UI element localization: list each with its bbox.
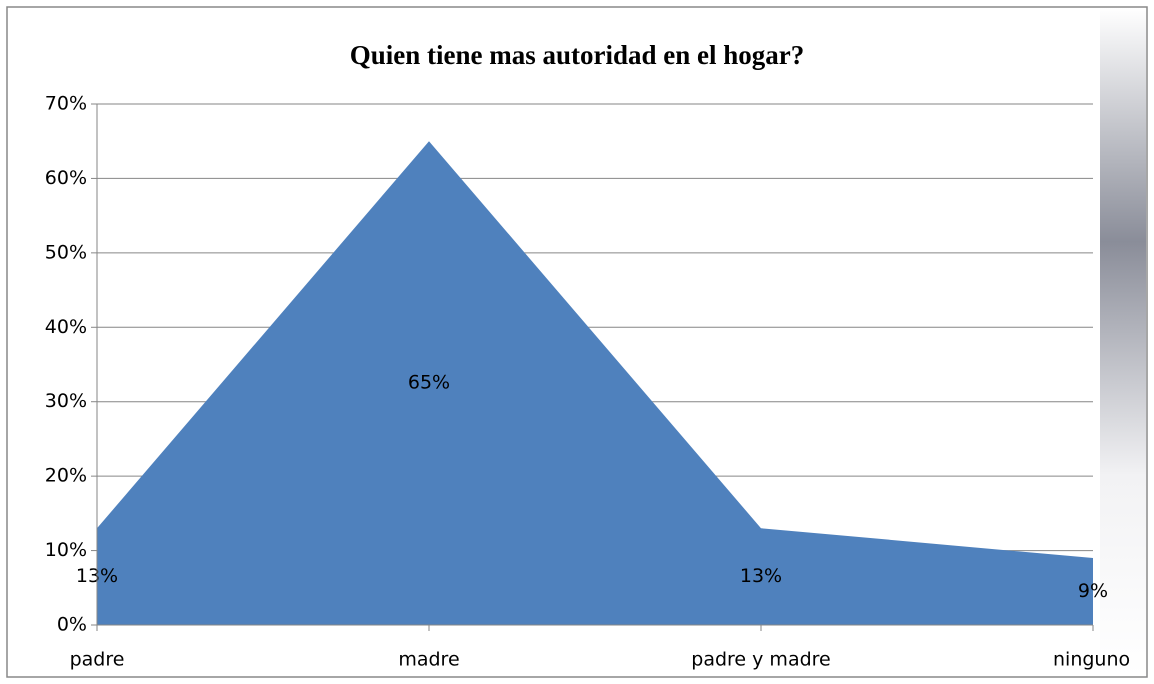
x-tick-label: ninguno: [1053, 649, 1130, 671]
data-label: 13%: [740, 565, 782, 587]
y-tick-label: 10%: [45, 539, 87, 561]
x-tick-label: padre y madre: [691, 649, 830, 671]
data-label: 9%: [1078, 580, 1108, 602]
y-tick-label: 60%: [45, 167, 87, 189]
x-tick-label: padre: [70, 649, 125, 671]
y-tick-label: 30%: [45, 390, 87, 412]
y-tick-label: 50%: [45, 241, 87, 263]
y-tick-label: 20%: [45, 465, 87, 487]
x-tick-label: madre: [398, 649, 459, 671]
area: [97, 141, 1093, 625]
data-label: 65%: [408, 372, 450, 394]
y-tick-label: 70%: [45, 93, 87, 115]
chart-title: Quien tiene mas autoridad en el hogar?: [350, 40, 805, 70]
y-tick-label: 0%: [57, 614, 87, 636]
y-tick-label: 40%: [45, 316, 87, 338]
frame-shade: [1100, 8, 1146, 676]
